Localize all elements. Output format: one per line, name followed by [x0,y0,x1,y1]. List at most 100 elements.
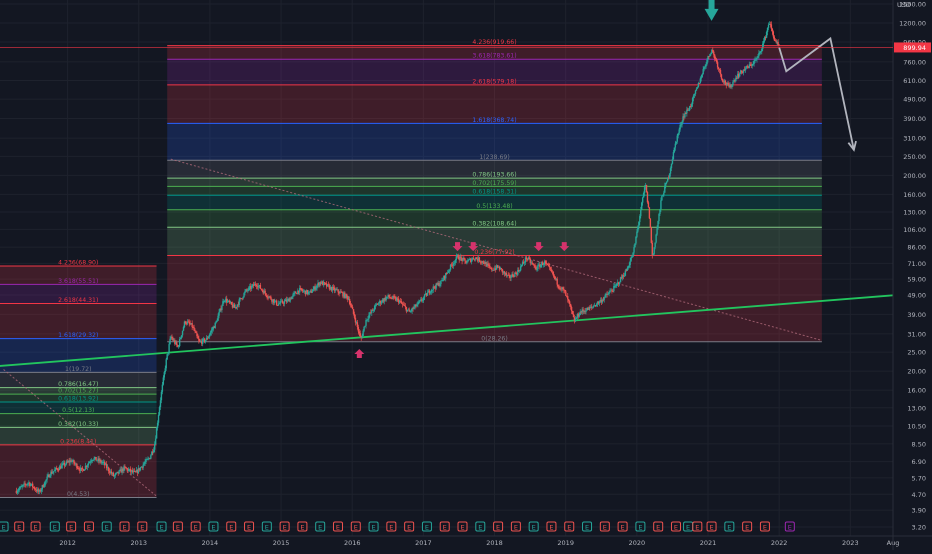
candle-body [338,292,340,294]
earnings-badge[interactable] [226,521,237,532]
earnings-badge[interactable] [0,521,9,532]
projection-path[interactable] [778,36,857,152]
earnings-badge[interactable] [208,521,219,532]
earnings-badge[interactable] [653,521,664,532]
earnings-badge[interactable] [528,521,539,532]
earnings-badge[interactable] [30,521,41,532]
down-arrow-marker[interactable] [452,242,463,252]
earnings-badge[interactable] [156,521,167,532]
earnings-badge[interactable] [119,521,130,532]
earnings-badge[interactable] [172,521,183,532]
projection-arrowhead[interactable] [847,140,857,152]
earnings-badge[interactable] [368,521,379,532]
candle-body [29,482,31,486]
earnings-badge[interactable] [784,521,795,532]
candle-body [407,309,409,311]
dashed-trendline[interactable] [3,369,157,497]
earnings-badge[interactable] [14,521,25,532]
earnings-badge[interactable] [546,521,557,532]
candle-body [416,304,418,307]
candle-body [538,264,540,266]
candle-body [351,306,354,310]
support-trendline[interactable] [0,294,894,367]
candle-body [372,309,374,311]
candle-body [345,294,347,298]
earnings-badge[interactable] [421,521,432,532]
fibonacci-layer[interactable]: 4.236(68.90) 3.618(55.51) 2.618(44.31) 1.61… [0,39,822,498]
candle-body [760,51,762,53]
earnings-badge[interactable] [49,521,60,532]
candle-body [96,460,98,462]
candle-body [320,282,322,284]
earnings-badge[interactable] [261,521,272,532]
down-arrow-marker[interactable] [533,242,544,252]
earnings-badge[interactable] [439,521,450,532]
earnings-badge[interactable] [724,521,735,532]
candle-body [712,49,714,52]
candle-body [405,307,408,312]
candle-body [314,286,316,290]
candle-body [326,284,329,287]
candle-body [251,284,254,286]
candle-body [595,304,598,306]
candle-body [714,54,716,59]
earnings-badge[interactable] [350,521,361,532]
earnings-badge[interactable] [315,521,326,532]
earnings-badge[interactable] [457,521,468,532]
arrow-markers[interactable] [354,0,719,359]
candle-body [183,321,186,328]
dashed-trendlines[interactable] [3,158,822,497]
earnings-badge[interactable] [137,521,148,532]
earnings-badge[interactable] [404,521,415,532]
fib-level-label: 0.618(158.31) [472,189,516,196]
projection-line[interactable] [778,36,855,151]
up-arrow-marker[interactable] [354,349,365,359]
candle-body [64,464,67,466]
earnings-badge[interactable] [759,521,770,532]
earnings-badge[interactable] [582,521,593,532]
earnings-badge[interactable] [742,521,753,532]
fib-level-label: 0.786(193.66) [472,172,516,179]
candle-body [641,202,643,210]
earnings-badge[interactable] [297,521,308,532]
earnings-badge[interactable] [692,521,703,532]
earnings-badge[interactable] [244,521,255,532]
candle-body [490,267,492,269]
earnings-badge[interactable] [670,521,681,532]
earnings-badge[interactable] [190,521,201,532]
candle-body [470,258,472,262]
down-arrow-marker[interactable] [468,242,479,252]
candle-body [299,288,301,293]
earnings-badge[interactable] [83,521,94,532]
candle-body [376,304,379,305]
candle-body [478,257,481,262]
earnings-badge[interactable] [706,521,717,532]
earnings-badge[interactable] [279,521,290,532]
candle-body [689,106,691,111]
earnings-badge[interactable] [332,521,343,532]
big-down-arrow-marker[interactable] [704,0,719,21]
earnings-badge[interactable] [101,521,112,532]
candle-body [373,305,376,311]
fib-zone [0,413,157,428]
candle-body [373,310,375,311]
earnings-badge[interactable] [66,521,77,532]
earnings-badge[interactable] [493,521,504,532]
down-arrow-marker[interactable] [559,242,570,252]
earnings-badge[interactable] [510,521,521,532]
earnings-badge[interactable] [617,521,628,532]
earnings-badge[interactable] [635,521,646,532]
candle-body [37,489,40,492]
earnings-badge[interactable] [599,521,610,532]
dashed-trendline[interactable] [170,158,822,341]
earnings-badge[interactable] [475,521,486,532]
fib-zone [167,186,822,196]
support-trendline[interactable] [0,294,894,367]
candle-body [502,271,505,273]
candle-body [759,51,761,53]
earnings-badge[interactable] [564,521,575,532]
earnings-badge[interactable] [386,521,397,532]
